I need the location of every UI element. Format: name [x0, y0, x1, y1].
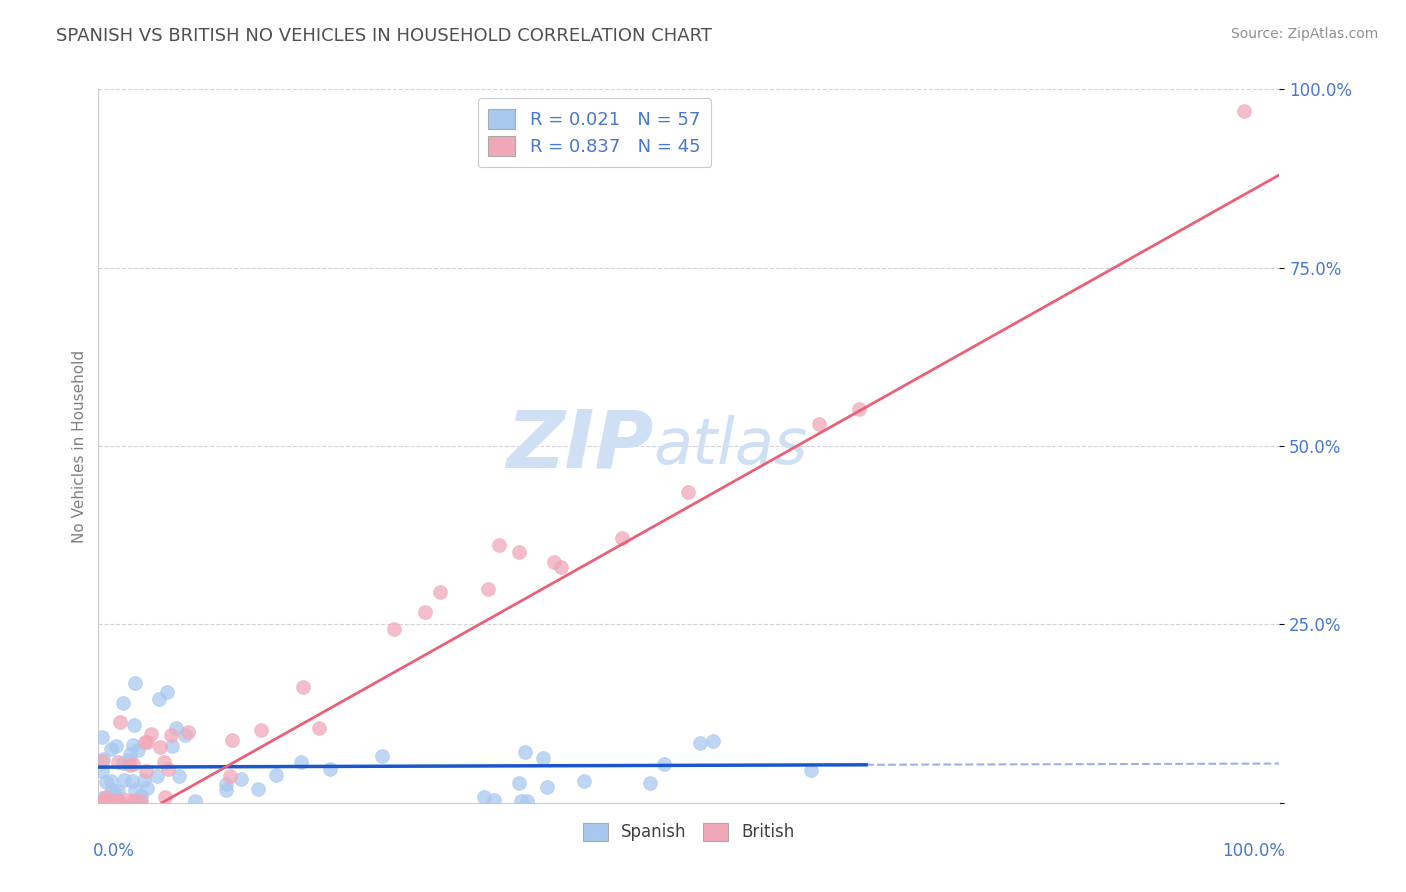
Text: atlas: atlas	[654, 415, 808, 477]
Legend: Spanish, British: Spanish, British	[576, 816, 801, 848]
Text: 100.0%: 100.0%	[1222, 842, 1285, 860]
Text: SPANISH VS BRITISH NO VEHICLES IN HOUSEHOLD CORRELATION CHART: SPANISH VS BRITISH NO VEHICLES IN HOUSEH…	[56, 27, 713, 45]
Text: Source: ZipAtlas.com: Source: ZipAtlas.com	[1230, 27, 1378, 41]
Text: 0.0%: 0.0%	[93, 842, 135, 860]
Text: ZIP: ZIP	[506, 407, 654, 485]
Y-axis label: No Vehicles in Household: No Vehicles in Household	[72, 350, 87, 542]
